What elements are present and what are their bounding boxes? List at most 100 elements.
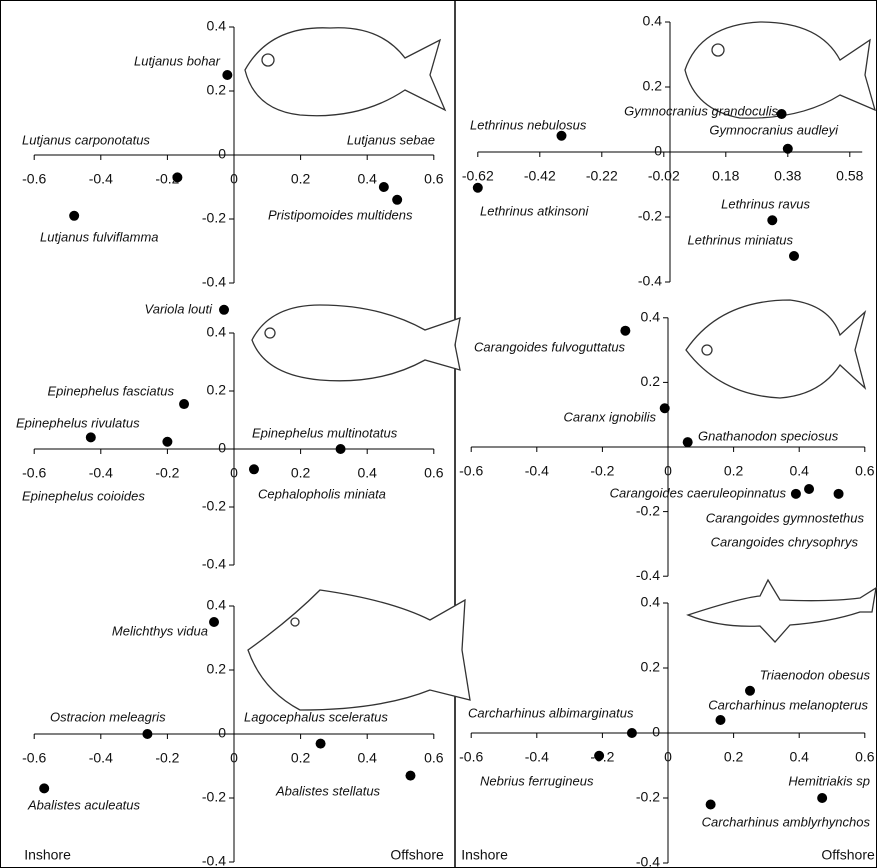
y-tick-label: 0.2 [207,82,227,98]
point-label: Lutjanus sebae [347,132,435,147]
data-point [715,715,726,725]
data-point [745,685,755,696]
x-tick-label: -0.42 [524,168,556,184]
x-tick-label: -0.4 [89,465,113,481]
point-label: Lethrinus ravus [721,196,810,211]
y-tick-label: 0 [218,146,226,162]
x-tick-label: -0.6 [459,749,483,765]
data-point [767,215,778,226]
point-label: Epinephelus multinotatus [252,425,398,440]
y-tick-label: -0.4 [202,556,226,572]
point-label: Nebrius ferrugineus [480,773,594,788]
y-tick-label: -0.4 [638,273,662,289]
point-label: Abalistes aculeatus [27,797,141,812]
point-label: Melichthys vidua [112,623,208,638]
y-tick-label: 0.2 [207,382,227,398]
data-point [817,793,828,803]
data-point [626,728,637,738]
data-point [85,432,96,443]
x-tick-label: -0.22 [586,168,618,184]
x-tick-label: -0.4 [525,749,549,765]
y-tick-label: 0.4 [641,309,661,325]
emperor-drawing [684,21,877,119]
x-tick-label: 0 [230,465,238,481]
data-point [39,783,50,794]
x-tick-label: -0.4 [89,750,113,766]
y-tick-label: 0.2 [641,659,661,675]
x-tick-label: -0.6 [22,465,46,481]
data-point [594,750,605,761]
point-label: Hemitriakis sp [788,773,870,788]
y-tick-label: -0.4 [202,274,226,290]
annotation: Offshore [390,847,444,863]
triggerfish-drawing [247,589,471,711]
point-label: Abalistes stellatus [275,783,381,798]
x-tick-label: -0.02 [648,168,680,184]
y-tick-label: 0 [654,143,662,159]
y-tick-label: 0.2 [643,78,663,94]
data-point [556,130,567,141]
y-tick-label: 0.4 [643,13,663,29]
x-tick-label: 0.4 [789,463,809,479]
x-tick-label: 0 [230,171,238,187]
plots: -0.6 -0.4 -0.2 0 0.2 0.4 0.6 -0.4 -0.2 0 0.2 0.4 Lut… [16,13,875,868]
x-tick-label: -0.2 [155,750,179,766]
x-tick-label: 0.6 [855,749,875,765]
y-tick-label: -0.2 [636,502,660,518]
data-point [392,194,403,205]
x-tick-label: -0.4 [89,171,113,187]
point-label: Lagocephalus sceleratus [244,709,388,724]
point-label: Ostracion meleagris [50,709,166,724]
data-point [405,770,416,781]
point-label: Gnathanodon speciosus [698,428,839,443]
y-tick-label: 0.4 [207,597,227,613]
snapper-drawing [244,27,447,117]
point-label: Carcharhinus amblyrhynchos [702,814,871,829]
point-label: Carangoides chrysophrys [711,534,859,549]
y-tick-label: -0.4 [636,854,660,868]
data-point [782,143,793,154]
x-tick-label: -0.62 [462,168,494,184]
data-point [315,738,326,749]
point-label: Carcharhinus melanopterus [708,697,868,712]
x-tick-label: 0.2 [291,750,311,766]
point-label: Carcharhinus albimarginatus [468,705,634,720]
point-label: Pristipomoides multidens [268,207,413,222]
x-tick-label: 0.4 [357,750,377,766]
data-point [472,182,483,193]
x-tick-label: 0 [664,463,672,479]
y-tick-label: 0 [652,724,660,740]
annotation: Offshore [821,847,875,863]
data-point [179,399,190,410]
data-point [776,108,787,119]
x-tick-label: 0.4 [357,465,377,481]
x-tick-label: -0.4 [525,463,549,479]
data-point [219,304,230,315]
point-label: Lethrinus nebulosus [470,117,587,132]
annotation: Inshore [24,847,71,863]
y-tick-label: -0.2 [638,208,662,224]
point-label: Lutjanus carponotatus [22,132,150,147]
point-label: Caranx ignobilis [564,409,657,424]
point-label: Carangoides caeruleopinnatus [610,485,787,500]
data-point [222,70,233,80]
y-tick-label: -0.2 [202,210,226,226]
y-tick-label: 0.2 [207,661,227,677]
data-point [248,464,259,475]
x-tick-label: 0.38 [774,168,801,184]
data-point [162,436,173,447]
y-tick-label: -0.4 [636,567,660,583]
shark-drawing [686,578,877,643]
data-point [804,483,815,494]
data-point [620,325,631,336]
data-point [378,182,389,192]
data-point [69,210,80,221]
x-tick-label: 0.2 [724,749,744,765]
x-tick-label: 0.6 [424,171,444,187]
y-tick-label: 0.4 [207,18,227,34]
point-label: Lethrinus miniatus [688,232,794,247]
y-tick-label: -0.2 [636,789,660,805]
data-point [789,251,799,261]
data-point [659,403,670,414]
